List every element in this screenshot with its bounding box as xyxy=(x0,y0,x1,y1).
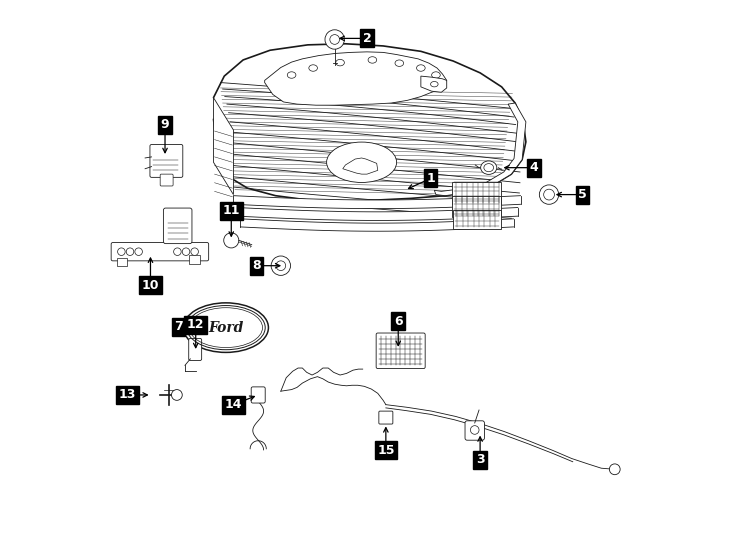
Text: 9: 9 xyxy=(161,118,170,131)
Bar xyxy=(189,255,200,264)
Circle shape xyxy=(539,185,559,204)
FancyBboxPatch shape xyxy=(379,411,393,424)
Text: 15: 15 xyxy=(377,444,395,457)
Ellipse shape xyxy=(481,161,497,174)
Text: 11: 11 xyxy=(222,204,240,217)
Polygon shape xyxy=(343,158,378,174)
Text: Ford: Ford xyxy=(208,321,244,335)
FancyBboxPatch shape xyxy=(251,387,265,403)
Text: 8: 8 xyxy=(252,259,261,272)
Text: 4: 4 xyxy=(530,161,538,174)
Circle shape xyxy=(224,233,239,248)
FancyBboxPatch shape xyxy=(189,339,202,361)
Polygon shape xyxy=(421,76,447,92)
Polygon shape xyxy=(265,52,447,105)
Bar xyxy=(452,195,501,217)
Text: 2: 2 xyxy=(363,32,371,45)
Text: 14: 14 xyxy=(225,398,242,411)
FancyBboxPatch shape xyxy=(160,174,173,186)
Ellipse shape xyxy=(184,303,269,353)
Circle shape xyxy=(325,30,344,49)
FancyBboxPatch shape xyxy=(150,145,183,177)
Text: 5: 5 xyxy=(578,188,586,201)
FancyBboxPatch shape xyxy=(376,333,425,369)
Circle shape xyxy=(271,256,291,275)
Text: 13: 13 xyxy=(119,388,136,401)
Text: 1: 1 xyxy=(426,172,435,185)
Text: 6: 6 xyxy=(394,315,402,328)
Ellipse shape xyxy=(327,142,396,183)
Polygon shape xyxy=(214,98,233,194)
Text: 7: 7 xyxy=(174,320,183,333)
Text: 12: 12 xyxy=(187,319,205,332)
FancyBboxPatch shape xyxy=(164,208,192,244)
Circle shape xyxy=(609,464,620,475)
Bar xyxy=(453,210,501,229)
FancyBboxPatch shape xyxy=(465,421,484,440)
FancyBboxPatch shape xyxy=(111,242,208,261)
Circle shape xyxy=(172,389,182,400)
Bar xyxy=(117,258,127,266)
Text: 10: 10 xyxy=(142,279,159,292)
Polygon shape xyxy=(435,103,526,195)
Text: 3: 3 xyxy=(476,453,484,466)
Bar xyxy=(452,181,501,204)
